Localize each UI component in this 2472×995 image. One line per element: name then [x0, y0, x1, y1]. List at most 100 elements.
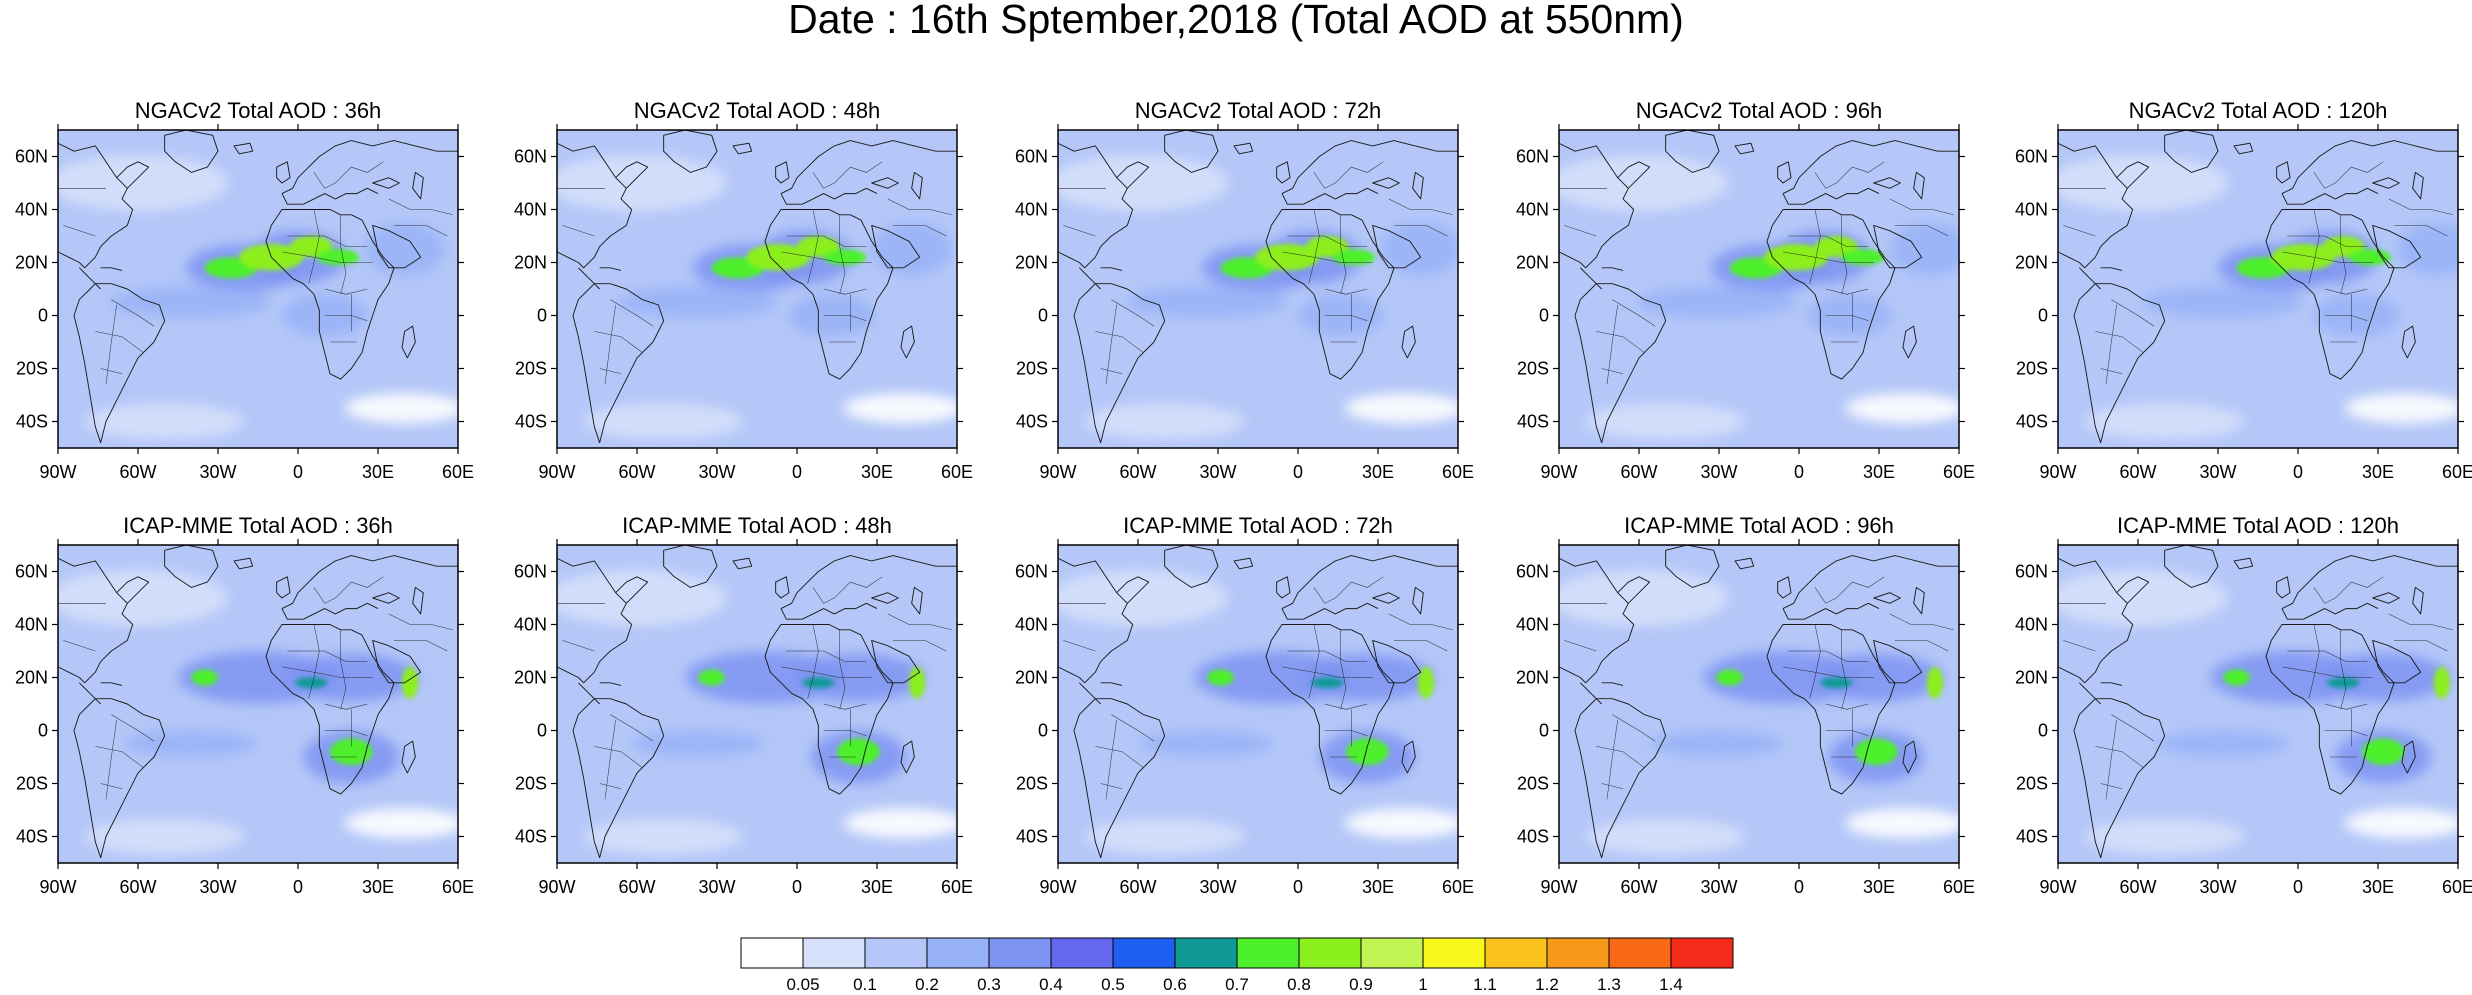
y-tick-label: 60N	[1015, 562, 1048, 582]
map-panel: NGACv2 Total AOD : 72h 90W 60W 30W 0 30E 60E 60…	[1015, 98, 1474, 482]
y-tick-label: 40N	[2015, 615, 2048, 635]
y-tick-label: 0	[1539, 306, 1549, 326]
colorbar-swatch	[1236, 937, 1300, 969]
panel-frame	[1558, 544, 1960, 864]
x-tick-label: 60E	[941, 462, 973, 482]
x-tick-label: 0	[1293, 877, 1303, 897]
x-tick-label: 60W	[618, 877, 655, 897]
x-tick-label: 30E	[362, 462, 394, 482]
y-tick-label: 0	[537, 306, 547, 326]
y-tick-label: 60N	[2015, 562, 2048, 582]
x-tick-label: 60W	[2119, 462, 2156, 482]
aod-field	[557, 130, 957, 448]
map-panel: ICAP-MME Total AOD : 72h 90W 60W 30W 0 30E 60E…	[1015, 513, 1474, 897]
colorbar-swatch	[988, 937, 1052, 969]
colorbar-label: 1	[1418, 975, 1427, 994]
y-tick-label: 40S	[1016, 827, 1048, 847]
x-tick-label: 90W	[1540, 462, 1577, 482]
x-tick-label: 30W	[698, 877, 735, 897]
y-tick-label: 0	[1038, 721, 1048, 741]
panel-title: NGACv2 Total AOD : 48h	[634, 98, 881, 123]
y-tick-label: 20S	[1016, 359, 1048, 379]
colorbar-swatch	[802, 937, 866, 969]
y-tick-label: 40N	[1516, 615, 1549, 635]
x-tick-label: 30E	[2362, 462, 2394, 482]
y-tick-label: 60N	[1516, 147, 1549, 167]
y-tick-label: 20S	[1517, 774, 1549, 794]
y-tick-label: 20N	[1516, 253, 1549, 273]
x-tick-label: 60W	[2119, 877, 2156, 897]
y-tick-label: 60N	[1015, 147, 1048, 167]
x-tick-label: 0	[792, 462, 802, 482]
colorbar-label: 0.6	[1163, 975, 1187, 994]
aod-field	[58, 130, 458, 448]
x-tick-label: 60W	[1119, 462, 1156, 482]
x-tick-label: 30E	[861, 877, 893, 897]
colorbar: 0.05 0.1 0.2 0.3 0.4 0.5 0.6 0.7 0.8 0.9 1 1.1 1.2 1.…	[740, 937, 1734, 994]
panel-title: ICAP-MME Total AOD : 36h	[123, 513, 393, 538]
colorbar-swatch	[740, 937, 804, 969]
x-tick-label: 30E	[362, 877, 394, 897]
panel-title: ICAP-MME Total AOD : 96h	[1624, 513, 1894, 538]
x-tick-label: 30W	[2199, 877, 2236, 897]
x-tick-label: 90W	[1039, 877, 1076, 897]
x-tick-label: 90W	[39, 462, 76, 482]
y-tick-label: 60N	[2015, 147, 2048, 167]
x-tick-label: 60E	[1943, 462, 1975, 482]
panel-title: ICAP-MME Total AOD : 48h	[622, 513, 892, 538]
y-tick-label: 40N	[514, 200, 547, 220]
x-tick-label: 90W	[2039, 462, 2076, 482]
aod-field	[1559, 130, 1959, 448]
map-panel: NGACv2 Total AOD : 48h 90W 60W 30W 0 30E 60E 60…	[514, 98, 973, 482]
panel-frame	[1057, 544, 1459, 864]
map-panel: ICAP-MME Total AOD : 36h 90W 60W 30W 0 30E 60E…	[15, 513, 474, 897]
colorbar-label: 0.7	[1225, 975, 1249, 994]
y-tick-label: 60N	[15, 562, 48, 582]
x-tick-label: 60E	[1943, 877, 1975, 897]
panel-frame	[2057, 544, 2459, 864]
y-tick-label: 20N	[514, 668, 547, 688]
colorbar-label: 0.8	[1287, 975, 1311, 994]
map-panel: ICAP-MME Total AOD : 96h 90W 60W 30W 0 30E 60E…	[1516, 513, 1975, 897]
x-tick-label: 60E	[2442, 877, 2472, 897]
x-tick-label: 60E	[1442, 462, 1474, 482]
y-tick-label: 20N	[15, 253, 48, 273]
panel-title: NGACv2 Total AOD : 72h	[1135, 98, 1382, 123]
colorbar-label: 0.05	[786, 975, 819, 994]
panel-frame	[1558, 129, 1960, 449]
panel-title: ICAP-MME Total AOD : 72h	[1123, 513, 1393, 538]
x-tick-label: 30W	[1199, 462, 1236, 482]
panel-frame	[556, 544, 958, 864]
x-tick-label: 60W	[1620, 877, 1657, 897]
y-tick-label: 20N	[2015, 668, 2048, 688]
colorbar-label: 0.3	[977, 975, 1001, 994]
y-tick-label: 20S	[16, 359, 48, 379]
colorbar-label: 1.4	[1659, 975, 1683, 994]
x-tick-label: 30W	[1700, 877, 1737, 897]
y-tick-label: 40N	[514, 615, 547, 635]
x-tick-label: 60W	[119, 462, 156, 482]
aod-field	[1058, 545, 1458, 863]
panel-title: NGACv2 Total AOD : 120h	[2129, 98, 2388, 123]
y-tick-label: 0	[537, 721, 547, 741]
y-tick-label: 60N	[1516, 562, 1549, 582]
colorbar-label: 0.2	[915, 975, 939, 994]
colorbar-swatch	[1422, 937, 1486, 969]
panel-title: NGACv2 Total AOD : 96h	[1636, 98, 1883, 123]
x-tick-label: 0	[293, 877, 303, 897]
map-panel: NGACv2 Total AOD : 96h 90W 60W 30W 0 30E 60E 60…	[1516, 98, 1975, 482]
colorbar-swatch	[864, 937, 928, 969]
colorbar-swatch	[1112, 937, 1176, 969]
colorbar-label: 1.1	[1473, 975, 1497, 994]
x-tick-label: 90W	[1540, 877, 1577, 897]
y-tick-label: 40S	[16, 827, 48, 847]
colorbar-swatch	[1360, 937, 1424, 969]
y-tick-label: 0	[38, 721, 48, 741]
aod-field	[2058, 545, 2458, 863]
y-tick-label: 40S	[2016, 412, 2048, 432]
x-tick-label: 60E	[941, 877, 973, 897]
panel-title: ICAP-MME Total AOD : 120h	[2117, 513, 2399, 538]
aod-field	[557, 545, 957, 863]
y-tick-label: 20S	[2016, 774, 2048, 794]
